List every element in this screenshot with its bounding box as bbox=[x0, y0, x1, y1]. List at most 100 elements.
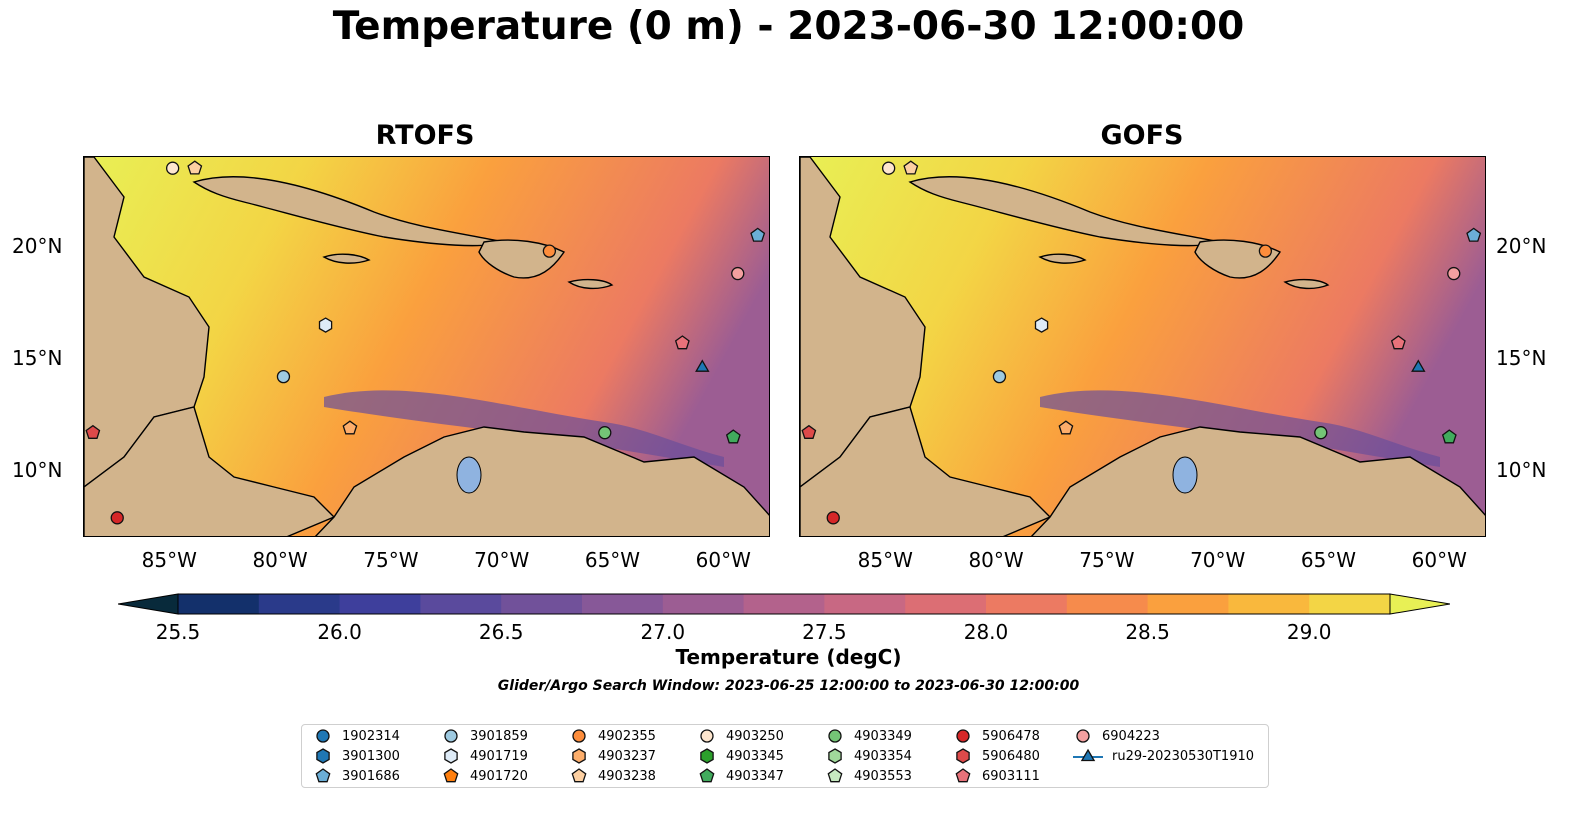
upwelling-band bbox=[1040, 390, 1440, 467]
legend-item: 1902314 bbox=[312, 728, 400, 744]
legend-item: 3901686 bbox=[312, 768, 400, 784]
legend-marker bbox=[572, 729, 586, 743]
legend-label: 4901720 bbox=[470, 768, 528, 784]
colorbar-segment bbox=[178, 594, 260, 614]
legend-marker bbox=[316, 729, 330, 743]
legend-item: 4901719 bbox=[440, 748, 528, 764]
colorbar-segment bbox=[743, 594, 825, 614]
float-marker bbox=[342, 420, 358, 435]
colorbar-segment bbox=[420, 594, 502, 614]
float-marker bbox=[110, 511, 124, 525]
lat-tick-label: 10°N bbox=[1496, 457, 1547, 482]
land-mass bbox=[1038, 253, 1087, 264]
legend-marker bbox=[700, 729, 714, 743]
legend-marker bbox=[315, 768, 331, 783]
legend-marker bbox=[955, 768, 971, 783]
float-marker bbox=[276, 369, 291, 384]
legend-label: 3901300 bbox=[342, 748, 400, 764]
legend-marker bbox=[828, 748, 842, 764]
colorbar-segment bbox=[824, 594, 906, 614]
land-mass bbox=[567, 278, 614, 290]
legend-marker bbox=[572, 748, 586, 764]
legend-marker bbox=[956, 748, 970, 764]
float-marker bbox=[731, 266, 745, 281]
legend-item: 4903553 bbox=[824, 768, 912, 784]
legend-marker bbox=[956, 729, 970, 743]
colorbar-segment bbox=[662, 594, 745, 614]
lon-tick-label: 65°W bbox=[584, 548, 641, 572]
legend-item: 6903111 bbox=[952, 768, 1040, 784]
legend-item: 6904223 bbox=[1072, 728, 1160, 744]
float-marker bbox=[903, 160, 919, 175]
upwelling-band bbox=[324, 390, 724, 467]
float-marker bbox=[881, 161, 896, 175]
legend-marker bbox=[828, 729, 842, 743]
colorbar-frame bbox=[177, 593, 1391, 615]
colorbar-segment bbox=[501, 594, 583, 614]
colorbar-tick-label: 27.0 bbox=[640, 620, 686, 644]
legend-item: 4903347 bbox=[696, 768, 784, 784]
colorbar-tick-label: 27.5 bbox=[802, 620, 847, 644]
float-marker bbox=[1258, 244, 1273, 258]
legend-marker bbox=[443, 768, 459, 783]
legend-item: 4903349 bbox=[824, 728, 912, 744]
colorbar-tick-label: 26.5 bbox=[478, 620, 524, 644]
legend-marker bbox=[316, 748, 330, 764]
float-marker bbox=[826, 511, 840, 525]
float-marker bbox=[1058, 420, 1074, 435]
search-window-caption: Glider/Argo Search Window: 2023-06-25 12… bbox=[497, 678, 1080, 694]
legend-label: 4903250 bbox=[726, 728, 784, 744]
land-mass bbox=[1283, 278, 1330, 290]
lat-tick-label: 15°N bbox=[12, 345, 63, 370]
legend-item: 4902355 bbox=[568, 728, 656, 744]
lat-tick-label: 15°N bbox=[1496, 345, 1547, 370]
legend-label: 4903237 bbox=[598, 748, 656, 764]
colorbar-extend-low bbox=[118, 593, 179, 615]
lon-tick-label: 75°W bbox=[363, 548, 419, 572]
legend-item: 4903354 bbox=[824, 748, 912, 764]
legend-label: 4903354 bbox=[854, 748, 912, 764]
legend-marker bbox=[827, 768, 843, 783]
float-marker bbox=[85, 424, 101, 439]
legend-label: ru29-20230530T1910 bbox=[1112, 748, 1255, 764]
float-marker bbox=[1447, 266, 1461, 281]
legend-label: 3901686 bbox=[342, 768, 400, 784]
legend-marker bbox=[700, 748, 714, 764]
lon-tick-label: 80°W bbox=[968, 548, 1024, 572]
land-mass bbox=[314, 426, 769, 536]
lake-maracaibo bbox=[1172, 456, 1198, 494]
legend-label: 6903111 bbox=[982, 768, 1040, 784]
legend-item: 4903345 bbox=[696, 748, 784, 764]
float-marker bbox=[695, 359, 710, 372]
lake-maracaibo bbox=[456, 456, 482, 494]
legend-item: 4901720 bbox=[440, 768, 528, 784]
legend-marker bbox=[444, 729, 458, 743]
float-marker bbox=[1441, 429, 1457, 444]
legend-marker bbox=[444, 748, 458, 764]
colorbar-tick-label: 29.0 bbox=[1286, 620, 1332, 644]
float-marker bbox=[801, 424, 817, 439]
lon-tick-label: 60°W bbox=[1411, 548, 1467, 572]
legend-label: 4901719 bbox=[470, 748, 528, 764]
float-marker bbox=[674, 335, 690, 350]
colorbar-extend-high bbox=[1389, 593, 1450, 615]
land-mass bbox=[84, 406, 336, 536]
legend-marker bbox=[1080, 748, 1096, 762]
panel-title-rtofs: RTOFS bbox=[375, 120, 475, 151]
colorbar-segment bbox=[1309, 594, 1391, 614]
colorbar-label: Temperature (degC) bbox=[675, 645, 902, 669]
float-marker bbox=[1466, 227, 1482, 242]
colorbar-segment bbox=[905, 594, 987, 614]
rtofs-temperature-map bbox=[83, 156, 770, 537]
legend-marker bbox=[699, 768, 715, 783]
legend-label: 1902314 bbox=[342, 728, 400, 744]
float-marker bbox=[598, 426, 612, 440]
legend-item: 3901859 bbox=[440, 728, 528, 744]
gofs-temperature-map bbox=[799, 156, 1486, 537]
legend-item: 5906478 bbox=[952, 728, 1040, 744]
legend-label: 4903238 bbox=[598, 768, 656, 784]
legend-label: 4903345 bbox=[726, 748, 784, 764]
land-mass bbox=[478, 239, 566, 279]
lon-tick-label: 60°W bbox=[695, 548, 751, 572]
legend-marker bbox=[1076, 729, 1090, 743]
